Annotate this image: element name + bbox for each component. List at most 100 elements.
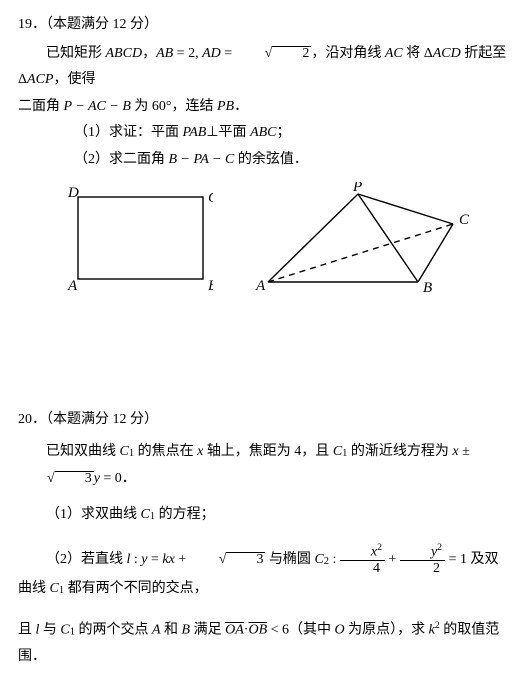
p20-num: 20．	[18, 412, 46, 427]
t: 为 60°，连结	[131, 99, 217, 114]
lbl-P: P	[352, 182, 362, 195]
rect	[78, 197, 203, 279]
p19-line1: 已知矩形 ABCD，AB = 2, AD = 2，沿对角线 AC 将 ΔACD …	[18, 41, 510, 94]
figure-rectangle: D C A B	[58, 182, 213, 297]
t: P − AC − B	[64, 99, 131, 114]
t: ABCD	[106, 46, 143, 61]
t: ．	[234, 99, 248, 114]
sqrt: 3	[190, 547, 266, 574]
sqrt: 2	[236, 41, 312, 68]
t: 的方程；	[155, 507, 215, 522]
t: （2）若直线	[46, 552, 127, 567]
t: =	[221, 46, 236, 61]
lbl-D: D	[67, 185, 79, 201]
t: :	[329, 552, 340, 567]
p20-line3: 且 l 与 C1 的两个交点 A 和 B 满足 OA·OB < 6（其中 O 为…	[18, 617, 510, 671]
t: = 2,	[173, 46, 202, 61]
t: ±	[459, 444, 470, 459]
p19-pts: （本题满分 12 分）	[46, 17, 158, 32]
lbl-C: C	[208, 190, 213, 206]
t: 满足	[190, 623, 225, 638]
figure-tetra: P C A B	[253, 182, 473, 297]
t: B	[182, 623, 191, 638]
t: 已知双曲线	[46, 444, 120, 459]
p19-num: 19．	[18, 17, 46, 32]
t: = 0．	[100, 471, 136, 486]
lbl-B2: B	[423, 280, 432, 296]
t: 的两个交点	[75, 623, 152, 638]
lbl-A: A	[67, 278, 78, 294]
t: （2）求二面角	[74, 152, 169, 167]
t: C	[333, 444, 342, 459]
t: 和	[161, 623, 182, 638]
t: A	[152, 623, 161, 638]
t: 的余弦值．	[234, 152, 308, 167]
p20-line1: 已知双曲线 C1 的焦点在 x 轴上，焦距为 4，且 C1 的渐近线方程为 x …	[18, 439, 510, 492]
t: 都有两个不同的交点，	[64, 581, 208, 596]
t: =	[148, 552, 163, 567]
t: C	[50, 581, 59, 596]
d: 2	[400, 561, 445, 576]
t: 的渐近线方程为	[347, 444, 452, 459]
t: C	[141, 507, 150, 522]
vec-OA: OA	[225, 623, 244, 638]
t: ACD	[433, 46, 461, 61]
t: +	[385, 552, 400, 567]
rad: 2	[272, 46, 311, 61]
sqrt: 3	[18, 466, 94, 493]
t: ，沿对角线	[311, 46, 385, 61]
p19-q1: （1）求证：平面 PAB⊥平面 ABC；	[18, 120, 510, 147]
t: 与	[39, 623, 60, 638]
t: kx	[162, 552, 174, 567]
t: +	[175, 552, 190, 567]
t: Δ	[18, 72, 27, 87]
t: ⊥平面	[206, 125, 250, 140]
n: x2	[340, 543, 385, 561]
p19-line2: 二面角 P − AC − B 为 60°，连结 PB．	[18, 94, 510, 121]
t: AC	[385, 46, 403, 61]
t: ；	[277, 125, 291, 140]
t: 二面角	[18, 99, 64, 114]
t: 与椭圆	[265, 552, 314, 567]
t: AD	[202, 46, 221, 61]
t: ，	[142, 46, 156, 61]
lbl-B: B	[208, 278, 213, 294]
t: Δ	[424, 46, 433, 61]
p20-header: 20．（本题满分 12 分）	[18, 407, 510, 434]
rad: 3	[226, 552, 265, 567]
rad: 3	[55, 471, 94, 486]
t: O	[335, 623, 345, 638]
t: （1）求双曲线	[46, 507, 141, 522]
t: C	[314, 552, 323, 567]
p20-q1: （1）求双曲线 C1 的方程；	[18, 502, 510, 529]
n: y2	[400, 543, 445, 561]
t: ，使得	[53, 72, 95, 87]
solid	[268, 194, 453, 282]
problem-19: 19．（本题满分 12 分） 已知矩形 ABCD，AB = 2, AD = 2，…	[18, 12, 510, 297]
t: 轴上，焦距为 4，且	[203, 444, 333, 459]
problem-20: 20．（本题满分 12 分） 已知双曲线 C1 的焦点在 x 轴上，焦距为 4，…	[18, 407, 510, 671]
t: AB	[156, 46, 173, 61]
t: ABC	[250, 125, 276, 140]
t: 且	[18, 623, 36, 638]
t: C	[120, 444, 129, 459]
t: （1）求证：平面	[74, 125, 183, 140]
t: :	[130, 552, 141, 567]
t: 为原点），求	[345, 623, 429, 638]
frac2: y22	[400, 543, 445, 576]
frac1: x24	[340, 543, 385, 576]
t: PAB	[183, 125, 207, 140]
t: PB	[217, 99, 234, 114]
p20-pts: （本题满分 12 分）	[46, 412, 158, 427]
t: 已知矩形	[46, 46, 106, 61]
p19-q2: （2）求二面角 B − PA − C 的余弦值．	[18, 147, 510, 174]
t: 将	[403, 46, 424, 61]
t: ACP	[27, 72, 53, 87]
t: < 6（其中	[267, 623, 334, 638]
lbl-A2: A	[255, 278, 266, 294]
vec-OB: OB	[248, 623, 267, 638]
t: B − PA − C	[169, 152, 235, 167]
p19-header: 19．（本题满分 12 分）	[18, 12, 510, 39]
p20-q2: （2）若直线 l : y = kx + 3 与椭圆 C2 : x24 + y22…	[18, 543, 510, 603]
lbl-C2: C	[459, 212, 470, 228]
